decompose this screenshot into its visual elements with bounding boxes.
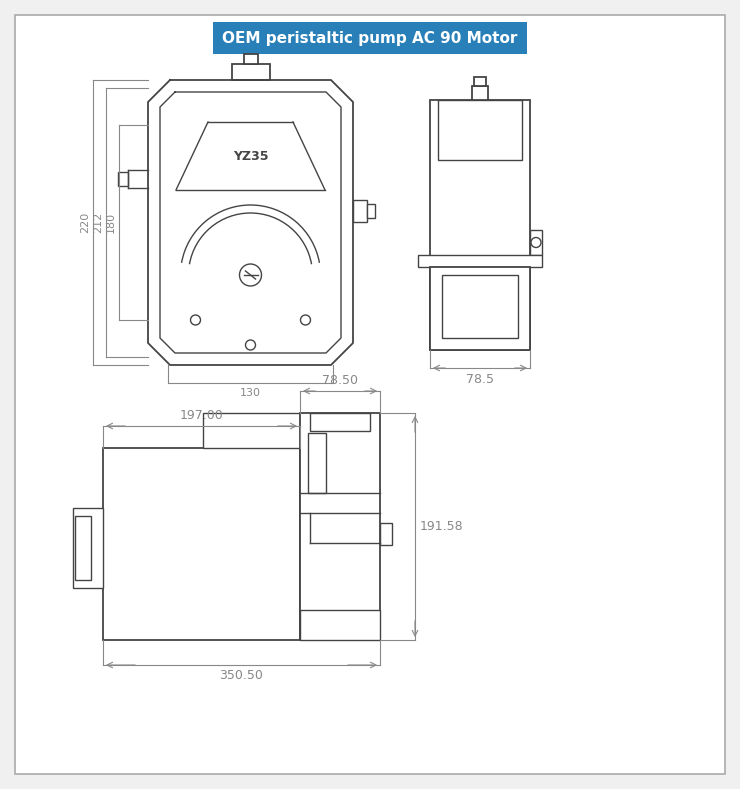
- Bar: [442, 275, 518, 338]
- Bar: [232, 64, 269, 80]
- Bar: [472, 86, 488, 100]
- Bar: [474, 77, 486, 86]
- Bar: [213, 22, 527, 54]
- Bar: [353, 200, 367, 222]
- Bar: [300, 413, 380, 640]
- Text: 212: 212: [93, 212, 103, 233]
- Circle shape: [246, 340, 255, 350]
- Circle shape: [531, 237, 541, 248]
- Text: 78.50: 78.50: [322, 374, 358, 387]
- Circle shape: [240, 264, 261, 286]
- Text: 220: 220: [80, 212, 90, 233]
- Bar: [300, 610, 380, 640]
- Bar: [103, 448, 300, 640]
- Bar: [75, 516, 91, 580]
- Text: 191.58: 191.58: [420, 520, 464, 533]
- Bar: [438, 100, 522, 160]
- Text: 180: 180: [106, 212, 116, 233]
- Text: 78.5: 78.5: [466, 373, 494, 386]
- Text: 197.00: 197.00: [180, 409, 223, 422]
- Bar: [418, 255, 542, 267]
- Text: 350.50: 350.50: [220, 669, 263, 682]
- Bar: [367, 204, 375, 218]
- Bar: [530, 230, 542, 255]
- Bar: [310, 413, 370, 431]
- Bar: [380, 523, 392, 545]
- Text: OEM peristaltic pump AC 90 Motor: OEM peristaltic pump AC 90 Motor: [222, 31, 518, 46]
- Bar: [430, 267, 530, 350]
- Text: 130: 130: [240, 388, 261, 398]
- Bar: [118, 172, 128, 186]
- Bar: [308, 433, 326, 493]
- Bar: [430, 100, 530, 350]
- Circle shape: [190, 315, 201, 325]
- Bar: [73, 508, 103, 588]
- Bar: [203, 413, 300, 448]
- Circle shape: [300, 315, 311, 325]
- Text: YZ35: YZ35: [233, 149, 269, 163]
- Bar: [243, 54, 258, 64]
